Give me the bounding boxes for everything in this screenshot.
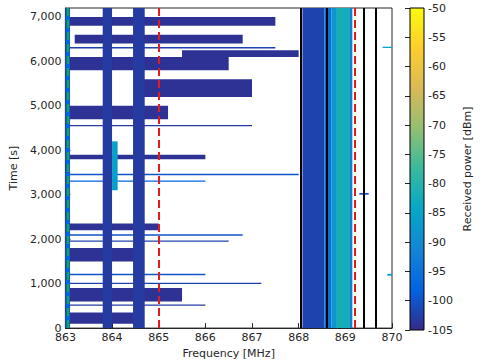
svg-text:868: 868 xyxy=(288,331,309,344)
svg-text:-100: -100 xyxy=(428,294,453,307)
svg-text:866: 866 xyxy=(195,331,216,344)
svg-text:-95: -95 xyxy=(428,265,446,278)
svg-text:-50: -50 xyxy=(428,2,446,15)
svg-text:870: 870 xyxy=(382,331,403,344)
svg-text:865: 865 xyxy=(148,331,169,344)
svg-text:863: 863 xyxy=(55,331,76,344)
svg-text:4,000: 4,000 xyxy=(30,144,62,157)
svg-text:-85: -85 xyxy=(428,206,446,219)
svg-text:1,000: 1,000 xyxy=(30,277,62,290)
svg-text:-80: -80 xyxy=(428,177,446,190)
svg-text:867: 867 xyxy=(242,331,263,344)
svg-text:Frequency [MHz]: Frequency [MHz] xyxy=(182,347,274,360)
svg-text:7,000: 7,000 xyxy=(30,10,62,23)
svg-text:0: 0 xyxy=(54,321,62,335)
svg-text:-105: -105 xyxy=(428,324,453,337)
svg-text:864: 864 xyxy=(102,331,123,344)
svg-text:6,000: 6,000 xyxy=(30,55,62,68)
svg-text:2,000: 2,000 xyxy=(30,233,62,246)
svg-text:-90: -90 xyxy=(428,236,446,249)
svg-text:-60: -60 xyxy=(428,60,446,73)
svg-text:-55: -55 xyxy=(428,31,446,44)
svg-text:-65: -65 xyxy=(428,89,446,102)
svg-text:869: 869 xyxy=(335,331,356,344)
svg-text:5,000: 5,000 xyxy=(30,99,62,112)
svg-text:Time [s]: Time [s] xyxy=(7,146,20,192)
svg-text:3,000: 3,000 xyxy=(30,188,62,201)
svg-text:-75: -75 xyxy=(428,148,446,161)
svg-text:-70: -70 xyxy=(428,119,446,132)
svg-text:Received power [dBm]: Received power [dBm] xyxy=(461,107,474,232)
